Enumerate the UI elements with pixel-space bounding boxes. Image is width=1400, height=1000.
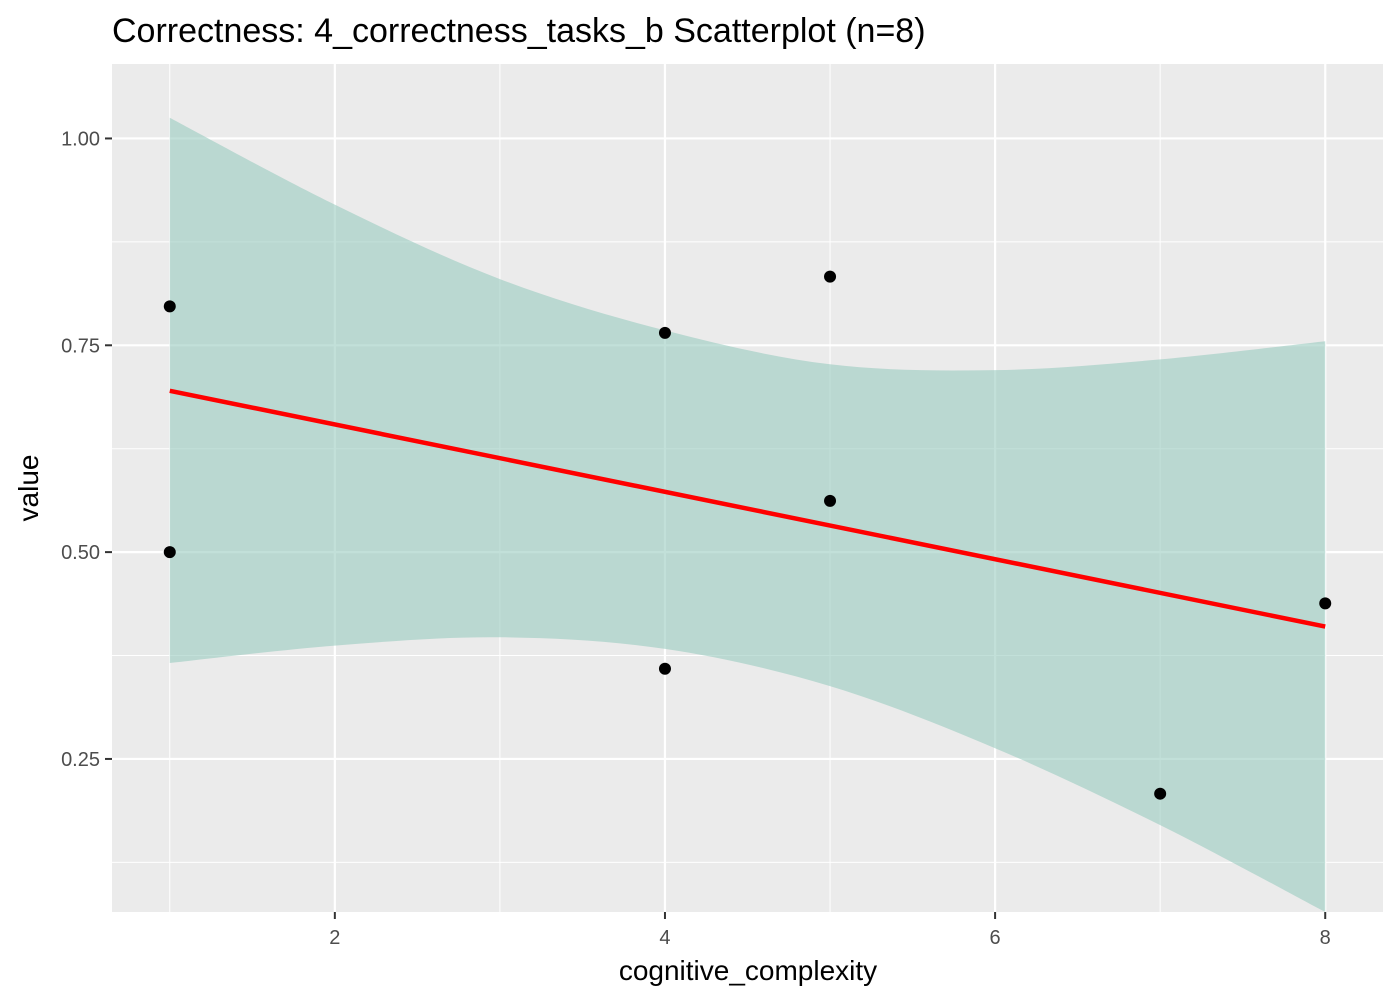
x-axis-title: cognitive_complexity bbox=[619, 955, 877, 986]
x-tick-label: 8 bbox=[1320, 927, 1331, 949]
data-point bbox=[658, 662, 671, 675]
data-points bbox=[163, 270, 1332, 800]
y-axis-title: value bbox=[13, 455, 44, 522]
data-point bbox=[163, 300, 176, 313]
y-tick-label: 0.25 bbox=[61, 749, 100, 771]
data-point bbox=[658, 326, 671, 339]
data-point bbox=[1154, 787, 1167, 800]
data-point bbox=[1319, 597, 1332, 610]
confidence-band-layer bbox=[169, 117, 1326, 912]
confidence-band bbox=[169, 117, 1326, 912]
axes: 2 4 6 8 0.25 0.50 0.75 1.00 bbox=[61, 128, 1331, 949]
chart-title: Correctness: 4_correctness_tasks_b Scatt… bbox=[112, 12, 926, 50]
x-tick-label: 4 bbox=[659, 927, 670, 949]
data-point bbox=[163, 546, 176, 559]
y-tick-label: 0.75 bbox=[61, 335, 100, 357]
y-tick-label: 1.00 bbox=[61, 128, 100, 150]
data-point bbox=[824, 270, 837, 283]
y-tick-label: 0.50 bbox=[61, 542, 100, 564]
regression-line bbox=[169, 388, 1326, 629]
x-tick-label: 2 bbox=[329, 927, 340, 949]
x-tick-label: 6 bbox=[990, 927, 1001, 949]
regression-line-layer bbox=[169, 388, 1326, 629]
data-point bbox=[824, 494, 837, 507]
